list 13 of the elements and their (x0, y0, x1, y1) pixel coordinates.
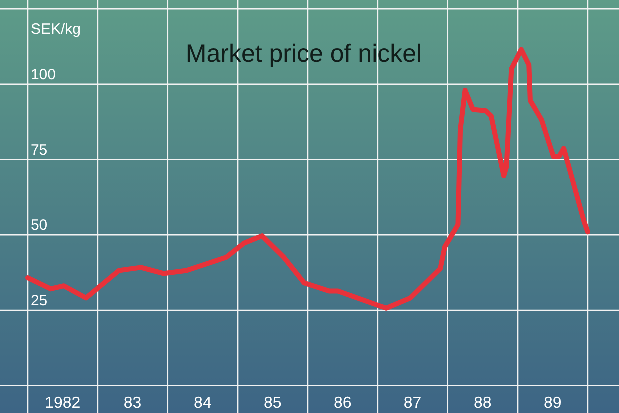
x-tick-label: 85 (264, 395, 282, 412)
x-tick-label: 83 (124, 395, 142, 412)
x-tick-label: 89 (544, 395, 562, 412)
y-axis-title: SEK/kg (30, 21, 82, 38)
x-tick-label: 1982 (45, 395, 81, 412)
x-tick-label: 86 (334, 395, 352, 412)
x-tick-label: 87 (404, 395, 422, 412)
y-tick-label: 50 (30, 217, 48, 234)
x-tick-label: 88 (474, 395, 492, 412)
y-tick-label: 25 (30, 292, 48, 310)
y-tick-label: 100 (30, 66, 56, 84)
y-tick-label: 75 (30, 142, 48, 159)
x-tick-label: 84 (194, 395, 212, 412)
